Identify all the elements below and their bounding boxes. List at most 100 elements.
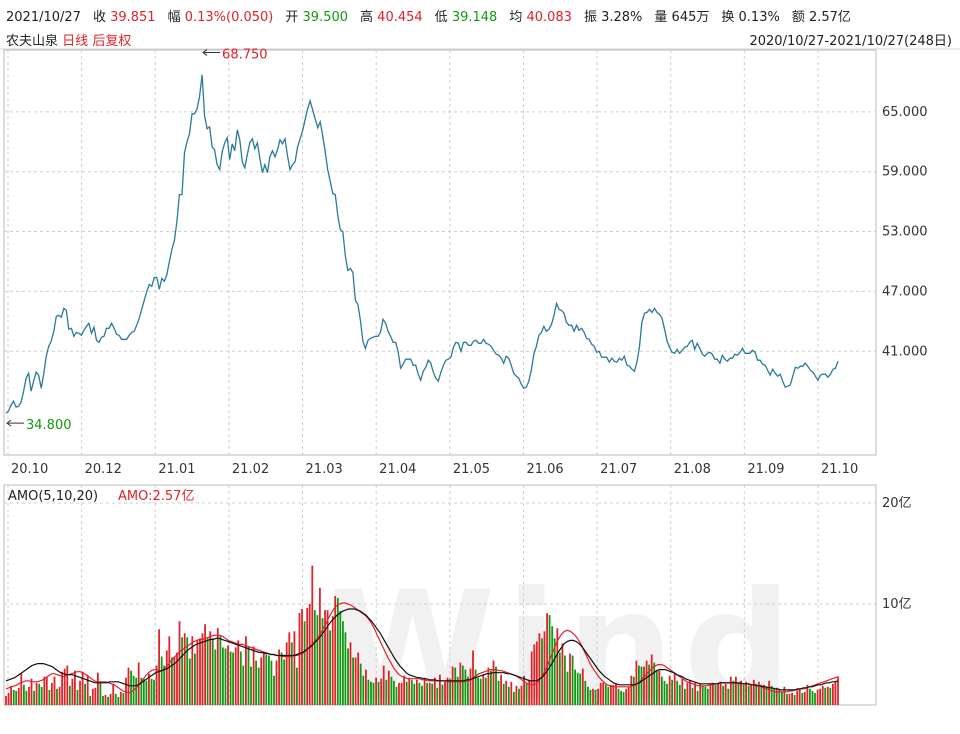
volume-bar	[490, 670, 492, 705]
volume-bar	[781, 691, 783, 705]
volume-bar	[28, 686, 30, 705]
volume-bar	[288, 632, 291, 705]
volume-bar	[283, 659, 286, 705]
volume-bar	[40, 686, 43, 705]
volume-bar	[33, 690, 35, 705]
volume-bar	[632, 676, 635, 705]
quote-item-label: 量	[654, 10, 672, 25]
volume-bar	[142, 678, 145, 705]
volume-bar	[71, 678, 74, 705]
volume-bar	[418, 682, 421, 705]
volume-bar	[803, 691, 806, 705]
volume-bar	[497, 680, 500, 705]
volume-bar	[597, 688, 599, 705]
volume-bar	[426, 682, 428, 705]
volume-bar	[155, 665, 158, 705]
price-y-tick-label: 41.000	[882, 344, 928, 359]
volume-bar	[331, 616, 334, 705]
quote-item: 幅 0.13%(0.050)	[168, 10, 274, 25]
volume-bar	[114, 693, 117, 705]
volume-bar	[809, 688, 811, 705]
volume-bar	[377, 681, 380, 705]
volume-bar	[339, 611, 342, 705]
volume-bar	[336, 597, 339, 705]
volume-bar	[91, 688, 94, 705]
volume-bar	[610, 684, 612, 705]
volume-bar	[117, 696, 120, 705]
quote-item-label: 低	[434, 10, 452, 25]
volume-bar	[311, 565, 314, 705]
volume-bar	[441, 684, 444, 705]
volume-bar	[293, 631, 296, 705]
volume-bar	[793, 694, 796, 705]
volume-bar	[255, 660, 257, 705]
volume-bar	[334, 595, 337, 705]
volume-bar	[684, 688, 686, 705]
volume-bar	[752, 679, 755, 706]
volume-bar	[107, 696, 109, 705]
volume-bar	[681, 678, 684, 705]
volume-bar	[525, 683, 528, 705]
volume-bar	[359, 663, 362, 705]
volume-bar	[543, 631, 546, 705]
volume-bar	[99, 681, 102, 705]
volume-bar	[832, 683, 834, 705]
volume-bar	[423, 677, 426, 705]
quote-item-value: 3.28%	[601, 10, 643, 25]
volume-bar	[385, 679, 388, 706]
quote-summary: 2021/10/27 收 39.851 幅 0.13%(0.050) 开 39.500…	[6, 6, 863, 25]
volume-bar	[219, 636, 222, 705]
volume-bar	[273, 675, 275, 705]
volume-bar	[576, 672, 579, 705]
volume-bar	[35, 682, 38, 705]
volume-bar	[581, 668, 584, 705]
volume-bar	[321, 618, 324, 705]
volume-bar	[694, 682, 696, 705]
volume-bar	[145, 680, 148, 705]
volume-bar	[324, 610, 326, 705]
volume-bar	[747, 685, 750, 705]
volume-bar	[436, 687, 439, 705]
volume-bar	[617, 688, 620, 705]
stock-info: 农夫山泉 日线 后复权	[6, 30, 131, 49]
quote-item-value: 39.148	[451, 10, 498, 25]
volume-bar	[214, 649, 217, 705]
period-label[interactable]: 日线	[62, 34, 89, 49]
volume-bar	[775, 687, 778, 705]
volume-bar	[500, 674, 502, 705]
volume-bar	[806, 684, 809, 705]
volume-bar	[627, 686, 630, 705]
volume-bar	[584, 680, 587, 705]
volume-bar	[556, 628, 559, 705]
volume-bar	[645, 660, 648, 705]
volume-bar	[510, 681, 513, 705]
volume-bar	[513, 691, 515, 705]
volume-bar	[801, 692, 804, 705]
volume-bar	[727, 688, 730, 705]
volume-bar	[673, 673, 676, 705]
x-tick-label: 21.09	[747, 462, 784, 477]
volume-bar	[390, 676, 393, 705]
volume-bar	[176, 652, 178, 705]
volume-bar	[712, 682, 714, 705]
adjust-label[interactable]: 后复权	[92, 34, 132, 49]
volume-bar	[535, 641, 538, 705]
volume-bar	[183, 633, 186, 705]
quote-item-label: 振	[583, 10, 602, 25]
volume-bar	[638, 665, 640, 705]
volume-bar	[592, 688, 594, 705]
volume-bar	[732, 680, 735, 705]
volume-bar	[507, 686, 510, 705]
volume-bar	[643, 666, 645, 705]
volume-bar	[45, 676, 48, 705]
volume-bar	[719, 681, 722, 705]
volume-bar	[194, 653, 196, 705]
max-price-label: 68.750	[222, 47, 268, 62]
volume-bar	[12, 689, 15, 705]
volume-bar	[84, 683, 86, 705]
volume-bar	[306, 608, 309, 705]
volume-bar	[224, 648, 227, 705]
quote-item-label: 幅	[167, 10, 185, 25]
volume-bar	[495, 666, 497, 705]
volume-bar	[622, 691, 625, 705]
